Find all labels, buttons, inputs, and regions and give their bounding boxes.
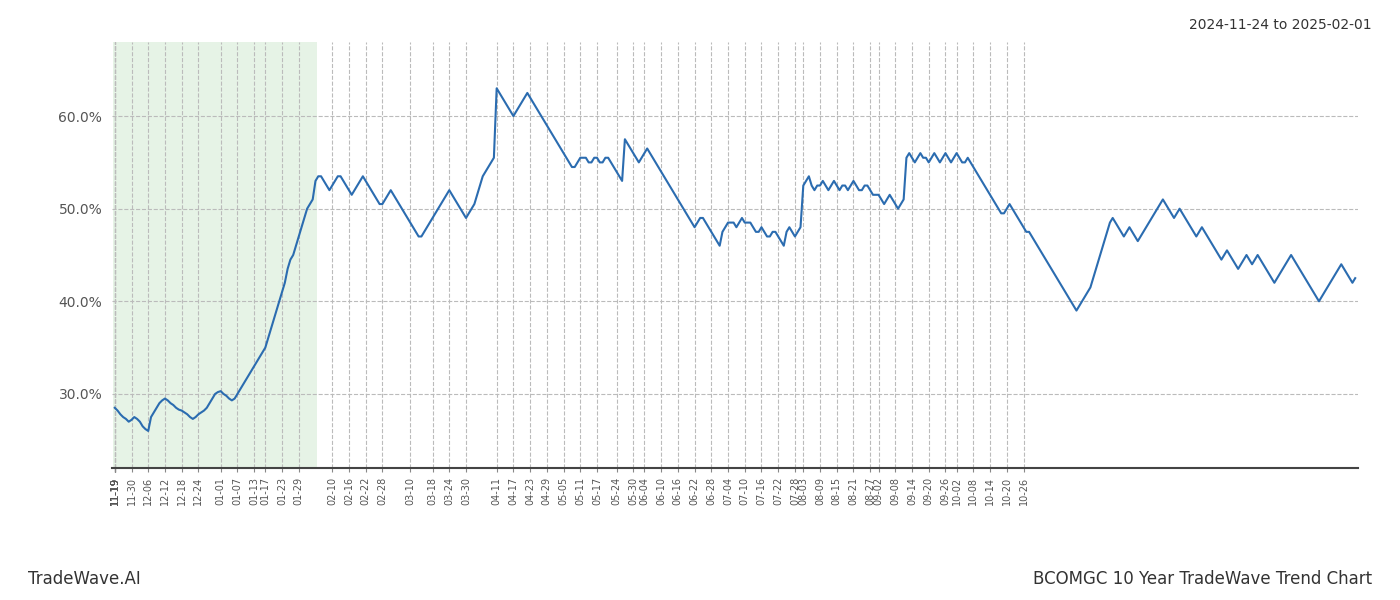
Text: BCOMGC 10 Year TradeWave Trend Chart: BCOMGC 10 Year TradeWave Trend Chart <box>1033 570 1372 588</box>
Text: TradeWave.AI: TradeWave.AI <box>28 570 141 588</box>
Bar <box>113 42 316 468</box>
Text: 2024-11-24 to 2025-02-01: 2024-11-24 to 2025-02-01 <box>1190 18 1372 32</box>
